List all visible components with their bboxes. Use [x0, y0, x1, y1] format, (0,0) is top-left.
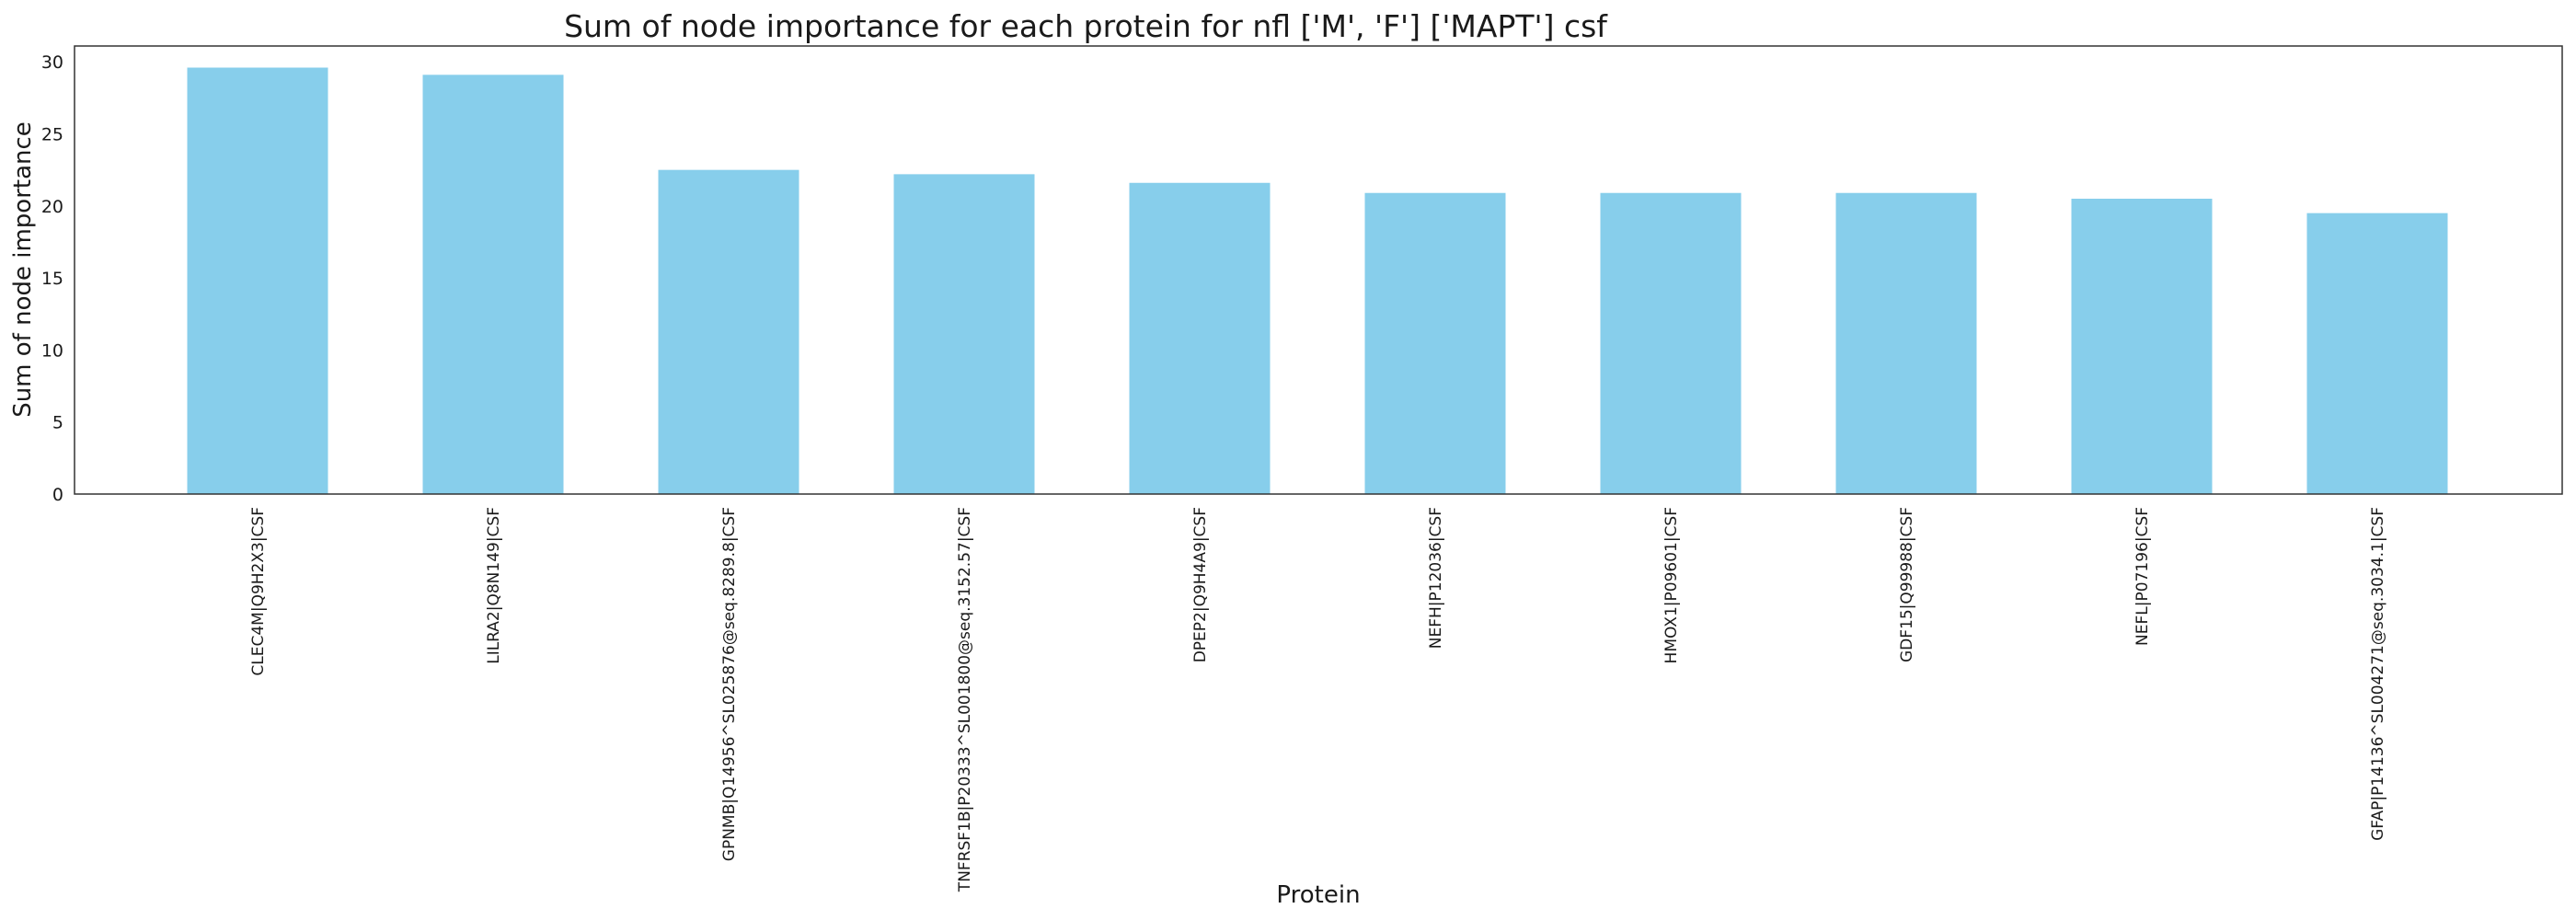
- x-tick-label: HMOX1|P09601|CSF: [1662, 507, 1681, 663]
- plot-frame: [74, 45, 2563, 495]
- bar: [1364, 192, 1506, 494]
- x-tick-label: TNFRSF1B|P20333^SL001800@seq.3152.57|CSF: [956, 507, 974, 892]
- x-tick-label: DPEP2|Q9H4A9|CSF: [1191, 507, 1210, 662]
- bar: [658, 169, 799, 494]
- y-tick-label: 30: [41, 52, 63, 73]
- x-axis-ticks: CLEC4M|Q9H2X3|CSF LILRA2|Q8N149|CSF GPNMB|…: [249, 507, 2387, 892]
- y-tick-label: 25: [41, 125, 63, 145]
- bar: [1129, 182, 1271, 494]
- y-tick-label: 0: [52, 485, 63, 505]
- y-tick-label: 5: [52, 413, 63, 433]
- x-axis-label: Protein: [1276, 881, 1360, 909]
- x-tick-label: CLEC4M|Q9H2X3|CSF: [249, 507, 268, 676]
- y-tick-label: 15: [41, 269, 63, 289]
- x-tick-label: GFAP|P14136^SL004271@seq.3034.1|CSF: [2369, 507, 2387, 841]
- bar: [2071, 198, 2213, 495]
- bar: [2306, 213, 2448, 494]
- bar: [893, 174, 1035, 494]
- x-tick-label: LILRA2|Q8N149|CSF: [485, 507, 503, 664]
- x-tick-label: NEFH|P12036|CSF: [1427, 507, 1445, 649]
- y-tick-label: 20: [41, 197, 63, 217]
- x-tick-label: GPNMB|Q14956^SL025876@seq.8289.8|CSF: [720, 507, 739, 861]
- bar: [1835, 192, 1977, 494]
- chart-title: Sum of node importance for each protein …: [564, 8, 1608, 44]
- y-tick-label: 10: [41, 340, 63, 361]
- x-tick-label: GDF15|Q99988|CSF: [1898, 507, 1916, 662]
- y-axis-ticks: 0 5 10 15 20 25 30: [41, 52, 63, 505]
- y-axis-label: Sum of node importance: [9, 121, 37, 418]
- bar: [187, 67, 328, 495]
- x-tick-label: NEFL|P07196|CSF: [2133, 507, 2152, 646]
- bars: [187, 67, 2448, 495]
- bar: [1600, 192, 1742, 494]
- bar: [422, 75, 564, 494]
